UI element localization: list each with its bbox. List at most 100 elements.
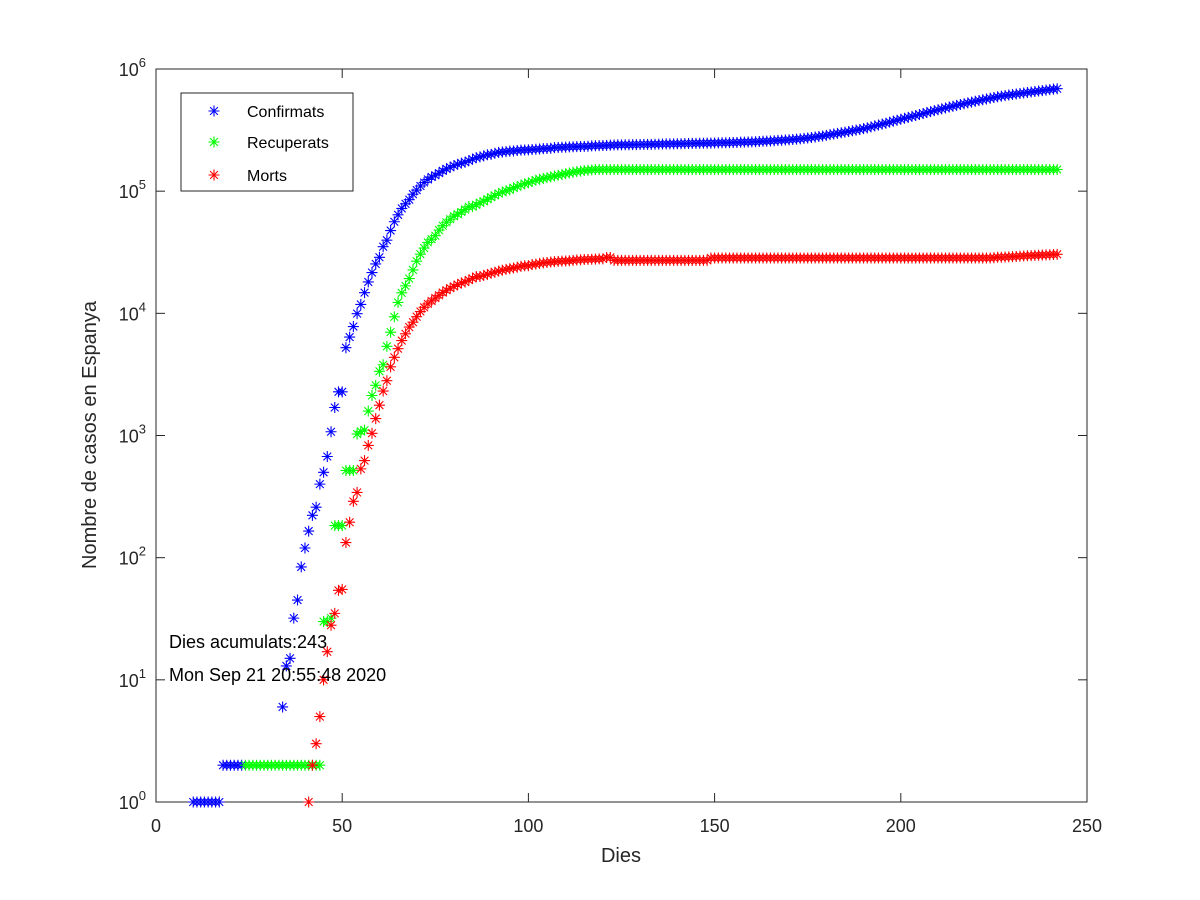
point-morts-85 (467, 272, 479, 284)
point-confirmats-65 (392, 209, 404, 221)
point-confirmats-216 (954, 99, 966, 111)
point-confirmats-182 (828, 128, 840, 140)
point-confirmats-78 (440, 163, 452, 175)
point-morts-64 (388, 351, 400, 363)
point-morts-100 (522, 260, 534, 272)
point-confirmats-83 (459, 156, 471, 168)
point-confirmats-68 (403, 194, 415, 206)
point-confirmats-44 (314, 478, 326, 490)
annotation-timestamp: Mon Sep 21 20:55:48 2020 (169, 665, 386, 685)
point-confirmats-204 (910, 110, 922, 122)
point-confirmats-53 (347, 321, 359, 333)
point-morts-59 (370, 413, 382, 425)
point-recuperats-99 (519, 178, 531, 190)
point-recuperats-66 (396, 287, 408, 299)
point-recuperats-111 (563, 167, 575, 179)
point-confirmats-212 (939, 102, 951, 114)
point-confirmats-74 (426, 171, 438, 183)
point-confirmats-85 (467, 153, 479, 165)
point-confirmats-217 (958, 98, 970, 110)
point-morts-53 (347, 495, 359, 507)
point-confirmats-84 (463, 155, 475, 167)
point-confirmats-63 (385, 225, 397, 237)
point-morts-94 (500, 263, 512, 275)
point-confirmats-188 (850, 124, 862, 136)
point-morts-52 (344, 516, 356, 528)
point-confirmats-211 (936, 103, 948, 115)
point-recuperats-96 (508, 182, 519, 194)
point-morts-90 (485, 267, 497, 279)
point-morts-81 (452, 279, 464, 291)
point-confirmats-73 (422, 173, 434, 185)
point-morts-93 (496, 264, 508, 276)
point-confirmats-43 (310, 501, 322, 513)
point-confirmats-220 (969, 95, 981, 107)
point-confirmats-38 (292, 594, 304, 606)
point-confirmats-205 (913, 109, 925, 121)
point-recuperats-104 (537, 172, 549, 184)
point-confirmats-91 (489, 147, 501, 159)
y-axis-label: Nombre de casos en Espanya (79, 300, 101, 569)
point-confirmats-57 (362, 276, 374, 288)
point-confirmats-202 (902, 111, 914, 123)
point-confirmats-185 (839, 126, 851, 138)
point-recuperats-106 (545, 171, 557, 183)
point-confirmats-208 (925, 106, 937, 118)
point-confirmats-201 (899, 112, 911, 124)
legend-entry-morts: Morts (208, 168, 287, 185)
point-recuperats-56 (359, 424, 371, 436)
point-recuperats-100 (522, 177, 534, 189)
point-morts-87 (474, 270, 486, 282)
point-confirmats-186 (843, 125, 855, 137)
point-morts-41 (303, 796, 315, 808)
point-morts-120 (597, 253, 609, 265)
y-tick-label-4: 104 (119, 299, 146, 324)
point-recuperats-101 (526, 175, 538, 187)
series-confirmats (187, 83, 1063, 808)
point-recuperats-71 (414, 248, 426, 260)
point-morts-78 (440, 284, 452, 296)
point-morts-58 (366, 427, 378, 439)
point-recuperats-87 (474, 197, 486, 209)
point-recuperats-55 (355, 425, 367, 437)
point-confirmats-106 (545, 142, 557, 154)
point-confirmats-215 (951, 99, 963, 111)
series-recuperats (239, 164, 1063, 771)
point-morts-65 (392, 343, 404, 355)
point-recuperats-57 (362, 405, 374, 417)
point-confirmats-203 (906, 110, 918, 122)
point-morts-92 (493, 265, 505, 277)
point-morts-63 (385, 361, 397, 373)
point-recuperats-50 (336, 520, 348, 532)
point-confirmats-69 (407, 188, 419, 200)
point-morts-97 (511, 261, 523, 273)
point-confirmats-50 (336, 386, 348, 398)
point-confirmats-39 (295, 561, 307, 573)
point-recuperats-97 (511, 181, 523, 193)
point-recuperats-81 (452, 208, 464, 220)
point-recuperats-110 (560, 168, 572, 180)
point-confirmats-41 (303, 525, 315, 537)
point-morts-56 (359, 455, 371, 467)
point-morts-48 (329, 607, 341, 619)
point-confirmats-75 (429, 169, 441, 181)
point-confirmats-196 (880, 117, 892, 129)
point-morts-47 (325, 619, 337, 631)
point-morts-102 (530, 258, 542, 270)
point-confirmats-184 (835, 127, 847, 139)
point-confirmats-37 (288, 612, 300, 624)
point-confirmats-35 (280, 660, 292, 672)
point-confirmats-189 (854, 123, 866, 135)
point-morts-49 (332, 584, 344, 596)
point-recuperats-76 (433, 224, 445, 236)
legend: Confirmats Recuperats Morts (180, 92, 354, 192)
point-recuperats-62 (381, 340, 393, 352)
point-confirmats-177 (809, 131, 821, 143)
point-recuperats-86 (470, 199, 482, 211)
point-morts-61 (377, 385, 389, 397)
point-confirmats-46 (321, 451, 333, 463)
point-confirmats-191 (861, 122, 873, 134)
series-morts (303, 248, 1063, 808)
point-morts-67 (400, 328, 412, 340)
point-morts-96 (508, 262, 519, 274)
